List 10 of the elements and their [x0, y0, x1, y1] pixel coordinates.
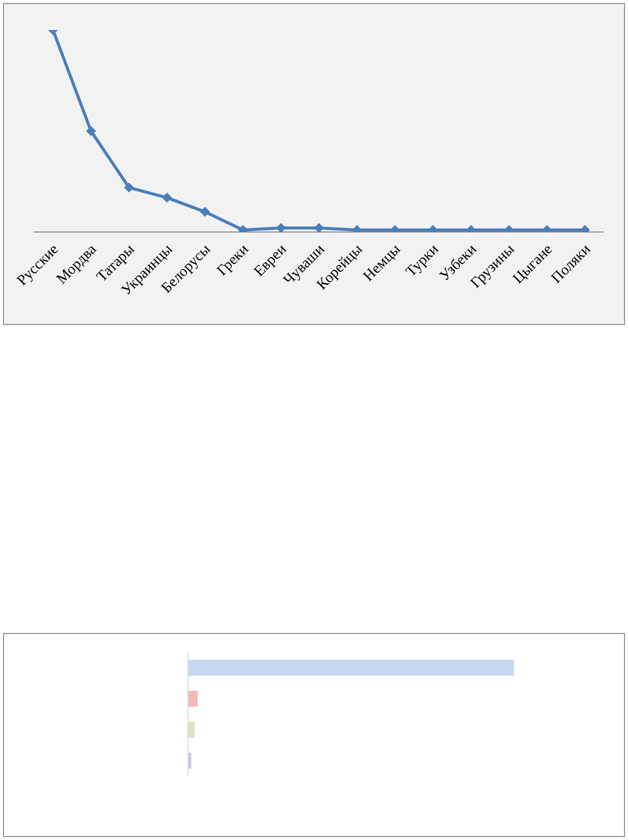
point: [124, 182, 134, 193]
point: [276, 222, 286, 232]
bar: [188, 690, 198, 707]
point: [314, 222, 324, 232]
bar: [188, 722, 195, 738]
point: [86, 126, 96, 136]
point: [162, 192, 172, 203]
bar: [188, 660, 514, 676]
bar: [188, 752, 192, 769]
point: [200, 206, 210, 217]
